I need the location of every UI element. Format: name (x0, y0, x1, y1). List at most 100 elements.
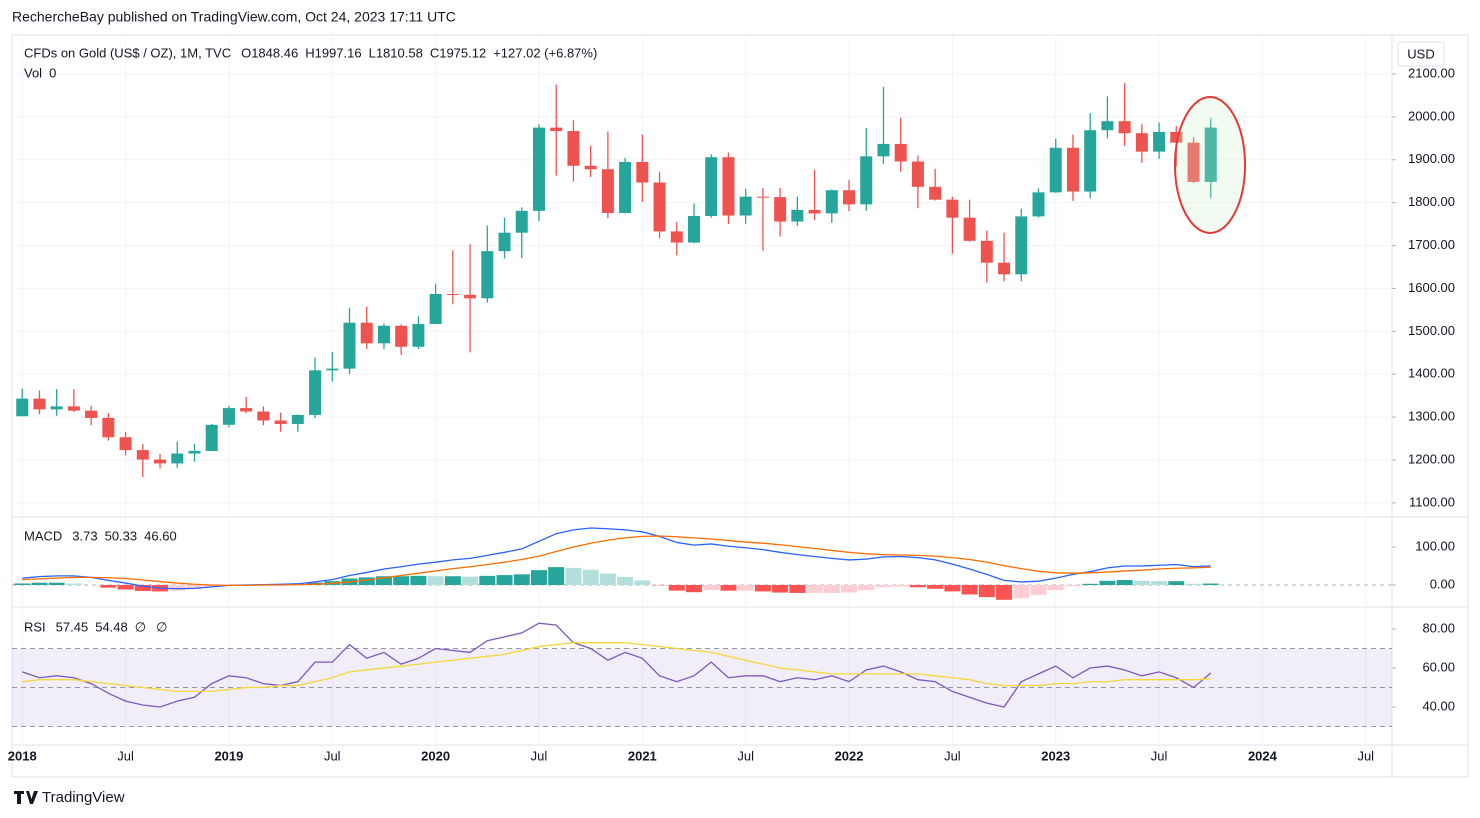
overlay: USD (1174, 41, 1445, 234)
symbol-title: CFDs on Gold (US$ / OZ), 1M, TVC (24, 45, 231, 60)
chart-frame (11, 34, 1469, 778)
candle-body (326, 368, 339, 371)
x-tick-label: Jul (531, 748, 548, 763)
candle-body (636, 161, 649, 183)
candle-body (722, 157, 735, 216)
candle-body (911, 161, 924, 187)
candle-body (532, 127, 545, 211)
histogram-bar (582, 569, 599, 585)
x-tick-label: Jul (944, 748, 961, 763)
y-tick-label: 1800.00 (1408, 194, 1455, 209)
candle-body (601, 169, 614, 213)
histogram-bar (668, 584, 685, 591)
histogram-bar (737, 584, 754, 591)
candle-body (343, 322, 356, 369)
histogram-bar (1133, 580, 1150, 585)
candle-body (791, 209, 804, 222)
histogram-bar (134, 584, 151, 592)
x-tick-label: Jul (1151, 748, 1168, 763)
histogram-bar (548, 567, 565, 585)
histogram-bar (1030, 584, 1047, 595)
indicator-extra: ∅ (135, 619, 146, 634)
histogram-bar (634, 580, 651, 585)
histogram-bar (806, 584, 823, 593)
ohlc-label: H1997.16 (305, 45, 361, 60)
candle-body (980, 240, 993, 263)
candle-body (1084, 130, 1097, 192)
indicator-value: 3.73 (72, 528, 97, 543)
histogram-bar (944, 584, 961, 592)
histogram-bar (599, 573, 616, 585)
candle-body (102, 417, 115, 438)
plot-area (12, 35, 1392, 745)
histogram-bar (1047, 584, 1064, 591)
candle-body (240, 408, 253, 412)
candle-body (688, 215, 700, 243)
currency-box[interactable] (1397, 41, 1445, 67)
indicator-title: MACD (24, 528, 62, 543)
histogram-bar (186, 584, 203, 590)
y-tick-label: 1200.00 (1408, 451, 1455, 466)
histogram-bar (996, 584, 1013, 600)
candle-body (998, 262, 1011, 275)
ohlc-label: C1975.12 (430, 45, 486, 60)
candle-body (257, 411, 270, 421)
histogram-bar (513, 574, 530, 585)
histogram-bar (823, 584, 840, 593)
y-tick-label: 80.00 (1422, 620, 1455, 635)
histogram-bar (1151, 581, 1168, 585)
y-tick-label: 1600.00 (1408, 280, 1455, 295)
y-tick-label: 1400.00 (1408, 366, 1455, 381)
indicator-value: 50.33 (105, 528, 138, 543)
x-tick-label: 2019 (214, 748, 243, 763)
candle-body (567, 131, 580, 166)
candle-body (464, 294, 477, 299)
candle-body (119, 437, 132, 451)
candle-body (291, 414, 304, 424)
histogram-bar (117, 584, 134, 590)
x-tick-label: Jul (737, 748, 754, 763)
candle-body (1204, 127, 1217, 182)
candle-body (774, 197, 787, 222)
candle-body (1032, 192, 1045, 217)
indicator-line (22, 622, 1212, 708)
vol-value: 0 (49, 65, 56, 80)
candle-body (619, 161, 632, 213)
candle-body (670, 231, 683, 243)
currency[interactable]: USD (1407, 46, 1434, 61)
candle-body (171, 453, 184, 464)
candle-body (429, 294, 442, 325)
candle-body (274, 420, 287, 424)
histogram-bar (48, 582, 65, 585)
histogram-bar (1064, 584, 1081, 587)
candle-body (446, 294, 459, 296)
histogram-bar (1082, 583, 1099, 585)
candle-body (705, 157, 718, 216)
y-tick-label: 1300.00 (1408, 409, 1455, 424)
candle-body (963, 217, 976, 241)
y-tick-label: 1700.00 (1408, 237, 1455, 252)
y-tick-label: 40.00 (1422, 698, 1455, 713)
histogram-bar (978, 584, 995, 598)
histogram-bar (927, 584, 944, 589)
histogram-bar (65, 583, 82, 585)
y-tick-label: 100.00 (1415, 538, 1455, 553)
candle-body (67, 406, 80, 411)
candle-body (1170, 131, 1183, 143)
x-tick-label: 2024 (1248, 748, 1278, 763)
candle-body (739, 196, 752, 216)
histogram-bar (772, 584, 789, 593)
histogram-bar (31, 582, 48, 585)
candle-body (498, 232, 511, 252)
indicator-line (22, 535, 1211, 587)
histogram-bar (1185, 583, 1202, 585)
brand-logo (14, 791, 38, 804)
candle-body (860, 156, 873, 205)
candle-body (360, 322, 373, 344)
histogram-bar (961, 584, 978, 595)
y-tick-label: 1900.00 (1408, 151, 1455, 166)
histogram-bar (703, 584, 720, 590)
histogram-bar (1202, 583, 1219, 585)
x-tick-label: Jul (1357, 748, 1374, 763)
x-tick-label: 2018 (8, 748, 37, 763)
